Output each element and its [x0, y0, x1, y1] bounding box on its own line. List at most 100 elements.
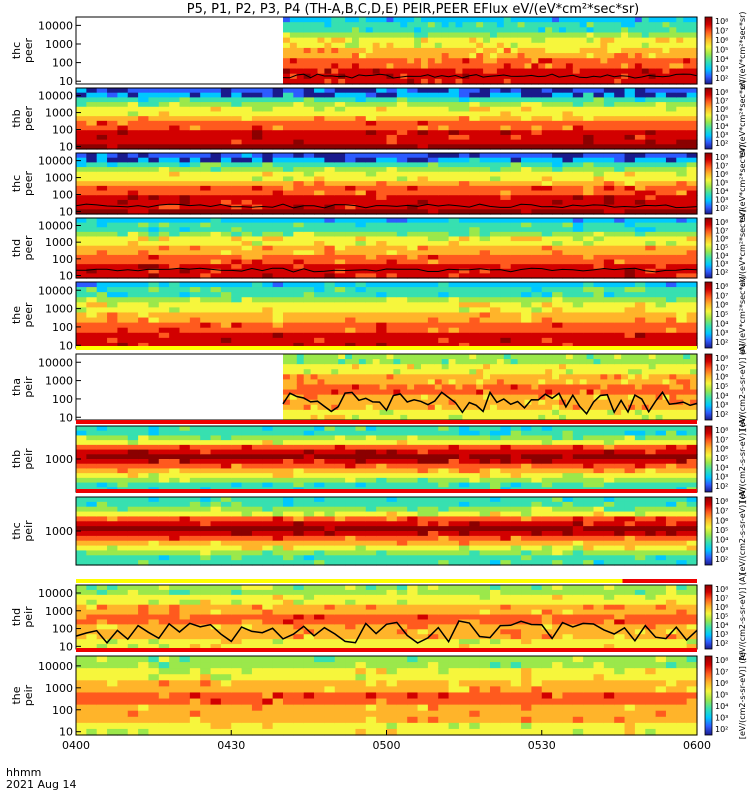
heatmap-cell: [365, 332, 377, 339]
heatmap-cell: [479, 337, 491, 344]
heatmap-cell: [583, 287, 595, 293]
heatmap-cell: [676, 185, 688, 192]
heatmap-cell: [179, 181, 191, 187]
heatmap-cell: [521, 282, 532, 288]
heatmap-cell: [86, 241, 98, 247]
heatmap-cell: [458, 317, 470, 324]
heatmap-cell: [614, 337, 626, 344]
heatmap-cell: [169, 130, 181, 136]
heatmap-cell: [476, 409, 484, 416]
heatmap-cell: [283, 181, 294, 187]
heatmap-cell: [483, 354, 491, 360]
heatmap-cell: [448, 53, 457, 59]
heatmap-cell: [469, 374, 477, 380]
heatmap-cell: [538, 22, 546, 28]
heatmap-cell: [262, 307, 274, 314]
heatmap-cell: [407, 199, 419, 206]
heatmap-cell: [231, 259, 243, 265]
heatmap-cell: [500, 218, 512, 224]
heatmap-cell: [496, 399, 505, 406]
heatmap-cell: [220, 287, 232, 293]
heatmap-cell: [76, 181, 87, 187]
heatmap-cell: [345, 218, 357, 224]
heatmap-cell: [376, 190, 388, 196]
heatmap-cell: [676, 384, 684, 391]
heatmap-cell: [669, 369, 677, 375]
heatmap-cell: [324, 111, 336, 117]
heatmap-cell: [559, 374, 567, 380]
heatmap-cell: [634, 241, 646, 247]
heatmap-cell: [655, 190, 667, 196]
heatmap-cell: [272, 195, 284, 201]
heatmap-cell: [303, 245, 315, 251]
heatmap-cell: [531, 259, 543, 265]
heatmap-cell: [469, 312, 481, 319]
heatmap-cell: [593, 222, 605, 228]
heatmap-cell: [272, 92, 284, 98]
heatmap-cell: [541, 144, 553, 150]
heatmap-cell: [521, 116, 532, 122]
heatmap-cell: [127, 292, 139, 298]
heatmap-cell: [545, 394, 553, 401]
heatmap-cell: [358, 63, 367, 70]
heatmap-cell: [686, 157, 698, 163]
heatmap-cell: [117, 482, 129, 488]
heatmap-cell: [455, 47, 463, 54]
heatmap-cell: [517, 414, 526, 421]
heatmap-cell: [614, 120, 626, 127]
heatmap-cell: [210, 337, 222, 344]
heatmap-cell: [614, 297, 626, 303]
heatmap-cell: [490, 17, 498, 23]
heatmap-cell: [241, 181, 253, 187]
heatmap-cell: [200, 297, 212, 303]
heatmap-cell: [448, 37, 457, 44]
heatmap-cell: [220, 134, 232, 141]
heatmap-cell: [645, 195, 657, 201]
heatmap-cell: [579, 379, 588, 386]
heatmap-cell: [127, 268, 139, 274]
heatmap-cell: [634, 102, 646, 108]
heatmap-cell: [376, 250, 388, 256]
heatmap-cell: [603, 327, 615, 334]
heatmap-cell: [634, 292, 646, 298]
heatmap-cell: [624, 287, 636, 293]
heatmap-cell: [427, 153, 439, 159]
heatmap-cell: [76, 282, 87, 288]
heatmap-cell: [138, 342, 150, 349]
heatmap-cell: [607, 27, 615, 34]
heatmap-cell: [448, 47, 457, 54]
heatmap-cell: [490, 236, 501, 242]
heatmap-cell: [396, 111, 408, 117]
panel-label: thepeer: [10, 302, 35, 328]
heatmap-cell: [614, 92, 626, 98]
heatmap-cell: [572, 185, 584, 192]
heatmap-cell: [376, 282, 388, 288]
heatmap-cell: [365, 27, 374, 34]
heatmap-cell: [303, 144, 315, 150]
heatmap-cell: [117, 106, 129, 113]
heatmap-cell: [648, 414, 657, 421]
colorbar-tick-label: 10⁵: [715, 243, 728, 252]
heatmap-cell: [614, 354, 622, 360]
heatmap-cell: [96, 312, 108, 319]
heatmap-cell: [565, 73, 574, 80]
heatmap-cell: [169, 199, 181, 206]
heatmap-cell: [241, 111, 253, 117]
heatmap-cell: [603, 176, 615, 182]
heatmap-cell: [490, 209, 501, 215]
heatmap-cell: [510, 273, 522, 279]
heatmap-cell: [572, 317, 584, 324]
heatmap-cell: [283, 68, 291, 75]
heatmap-cell: [117, 231, 129, 238]
heatmap-cell: [210, 102, 222, 108]
heatmap-cell: [314, 162, 325, 168]
heatmap-cell: [338, 58, 346, 64]
heatmap-cell: [393, 53, 401, 59]
heatmap-cell: [148, 322, 160, 329]
heatmap-cell: [365, 106, 377, 113]
heatmap-cell: [531, 307, 543, 314]
status-bar-yellow: [76, 346, 697, 350]
heatmap-cell: [179, 302, 191, 308]
heatmap-cell: [517, 32, 526, 39]
heatmap-cell: [469, 42, 477, 49]
